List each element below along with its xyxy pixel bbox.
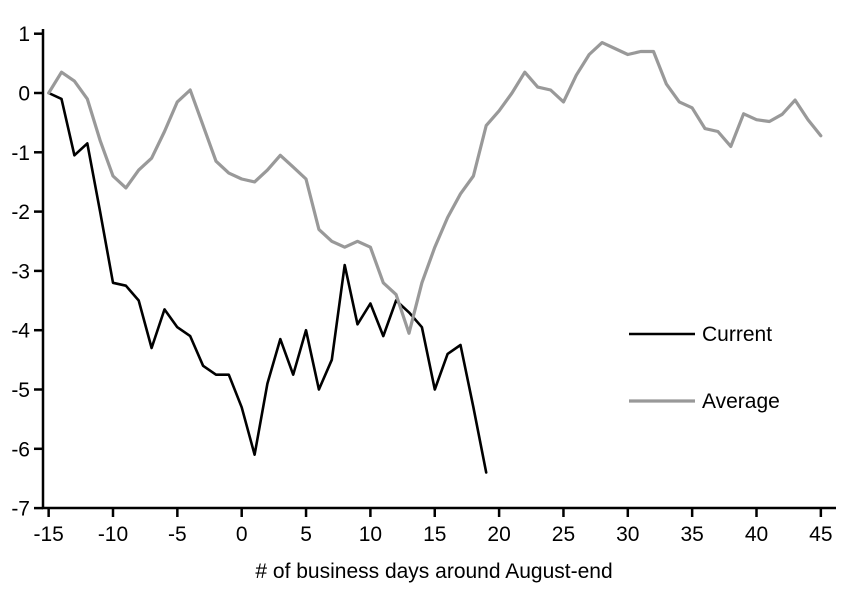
y-tick-label: 0 [18,83,30,106]
y-tick-label: -4 [11,320,30,343]
legend-label-current: Current [702,323,772,346]
x-tick-label: 20 [487,523,510,546]
y-tick-label: -1 [11,142,30,165]
x-tick-label: 15 [423,523,446,546]
x-tick-label: 25 [552,523,575,546]
axes [41,29,836,510]
x-tick-label: 10 [359,523,382,546]
x-tick-label: 30 [616,523,639,546]
y-tick-label: -3 [11,260,30,283]
x-axis-title: # of business days around August-end [255,560,612,583]
x-tick-label: 35 [680,523,703,546]
x-tick-label: -15 [33,523,63,546]
y-tick-label: -7 [11,498,30,521]
y-tick-label: -6 [11,438,30,461]
x-tick-label: 45 [809,523,832,546]
x-tick-label: -5 [168,523,187,546]
x-tick-label: 5 [300,523,312,546]
series-lines [47,40,823,474]
y-tick-label: 1 [18,23,30,46]
average-series-line [47,40,823,335]
x-tick-label: 0 [236,523,248,546]
axis-ticks: -15 -10 -5 0 5 10 15 20 25 30 35 40 4510-1-2-3-4-5-6… [11,23,832,546]
y-tick-label: -2 [11,201,30,224]
y-tick-label: -5 [11,379,30,402]
x-tick-label: -10 [98,523,128,546]
legend: Current Average [629,323,780,413]
x-tick-label: 40 [745,523,768,546]
legend-label-average: Average [702,390,780,413]
